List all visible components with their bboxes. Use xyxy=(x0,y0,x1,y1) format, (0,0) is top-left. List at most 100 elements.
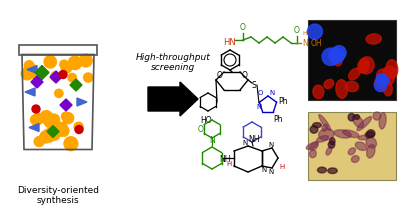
Ellipse shape xyxy=(346,81,358,92)
Text: N: N xyxy=(261,167,266,173)
Circle shape xyxy=(307,24,322,39)
Circle shape xyxy=(25,64,36,75)
Circle shape xyxy=(45,115,58,128)
Circle shape xyxy=(374,79,387,92)
Circle shape xyxy=(43,129,56,142)
Circle shape xyxy=(34,136,44,146)
Ellipse shape xyxy=(310,150,316,158)
Ellipse shape xyxy=(310,142,318,150)
Ellipse shape xyxy=(354,115,360,119)
Polygon shape xyxy=(47,125,59,138)
Polygon shape xyxy=(50,71,62,83)
Ellipse shape xyxy=(328,168,337,174)
Circle shape xyxy=(68,56,82,69)
Ellipse shape xyxy=(342,130,359,138)
Circle shape xyxy=(379,75,389,85)
Ellipse shape xyxy=(357,117,372,131)
Polygon shape xyxy=(29,123,39,132)
Circle shape xyxy=(40,111,52,123)
Ellipse shape xyxy=(318,167,326,173)
Text: N: N xyxy=(209,136,215,145)
Ellipse shape xyxy=(358,58,369,73)
FancyArrow shape xyxy=(148,82,198,116)
Circle shape xyxy=(332,46,346,60)
Ellipse shape xyxy=(360,57,374,74)
Ellipse shape xyxy=(316,136,328,142)
Text: O: O xyxy=(217,71,223,81)
Circle shape xyxy=(322,48,339,66)
Circle shape xyxy=(51,72,60,81)
Text: HN: HN xyxy=(224,38,236,47)
Ellipse shape xyxy=(386,60,398,79)
Circle shape xyxy=(60,127,68,136)
Circle shape xyxy=(84,73,93,82)
FancyBboxPatch shape xyxy=(308,20,396,100)
Ellipse shape xyxy=(367,130,375,137)
Ellipse shape xyxy=(355,142,367,150)
Text: H: H xyxy=(303,31,307,36)
Ellipse shape xyxy=(373,112,381,120)
Polygon shape xyxy=(60,99,72,111)
Text: Diversity-oriented
synthesis: Diversity-oriented synthesis xyxy=(17,186,99,205)
Circle shape xyxy=(60,60,68,69)
Polygon shape xyxy=(70,79,82,91)
Text: O: O xyxy=(197,125,203,133)
Ellipse shape xyxy=(366,137,376,148)
Ellipse shape xyxy=(383,80,392,96)
Circle shape xyxy=(54,122,68,136)
Ellipse shape xyxy=(348,113,355,121)
Text: N: N xyxy=(256,104,262,110)
Circle shape xyxy=(62,112,74,124)
Ellipse shape xyxy=(349,68,360,80)
Circle shape xyxy=(60,126,69,135)
Circle shape xyxy=(21,68,34,80)
Circle shape xyxy=(80,54,92,67)
Circle shape xyxy=(64,137,78,151)
Text: O: O xyxy=(240,23,246,32)
Circle shape xyxy=(49,129,60,140)
Ellipse shape xyxy=(326,147,332,155)
Text: N: N xyxy=(268,169,274,175)
Text: O: O xyxy=(257,90,263,96)
Ellipse shape xyxy=(313,123,321,128)
Text: H: H xyxy=(279,164,284,170)
Polygon shape xyxy=(35,66,49,79)
Text: O: O xyxy=(294,26,300,35)
Circle shape xyxy=(75,125,83,133)
Circle shape xyxy=(33,113,44,124)
FancyBboxPatch shape xyxy=(308,112,396,180)
Text: N: N xyxy=(302,38,308,48)
Ellipse shape xyxy=(319,129,334,140)
Polygon shape xyxy=(77,98,87,106)
Text: Ph: Ph xyxy=(273,115,282,124)
Circle shape xyxy=(62,112,70,121)
Circle shape xyxy=(48,114,60,126)
Text: OH: OH xyxy=(311,38,323,48)
Text: S: S xyxy=(252,81,256,89)
Ellipse shape xyxy=(330,138,335,145)
Circle shape xyxy=(61,62,72,73)
Ellipse shape xyxy=(336,80,348,98)
Circle shape xyxy=(328,47,344,63)
Ellipse shape xyxy=(330,49,342,66)
Circle shape xyxy=(32,71,40,79)
Ellipse shape xyxy=(310,126,318,133)
Ellipse shape xyxy=(374,78,385,89)
Circle shape xyxy=(24,61,34,70)
Text: NH: NH xyxy=(220,155,231,163)
Circle shape xyxy=(68,73,76,82)
Text: Ph: Ph xyxy=(278,97,288,105)
Ellipse shape xyxy=(328,141,335,148)
Circle shape xyxy=(44,56,56,68)
Text: N: N xyxy=(268,142,274,148)
Text: N: N xyxy=(242,140,248,146)
Ellipse shape xyxy=(322,124,328,131)
Ellipse shape xyxy=(348,148,356,155)
Circle shape xyxy=(40,131,52,143)
Ellipse shape xyxy=(365,132,374,138)
Ellipse shape xyxy=(313,85,324,99)
Ellipse shape xyxy=(324,79,334,89)
Circle shape xyxy=(59,71,67,79)
Text: NH: NH xyxy=(248,135,260,144)
Ellipse shape xyxy=(352,115,364,128)
